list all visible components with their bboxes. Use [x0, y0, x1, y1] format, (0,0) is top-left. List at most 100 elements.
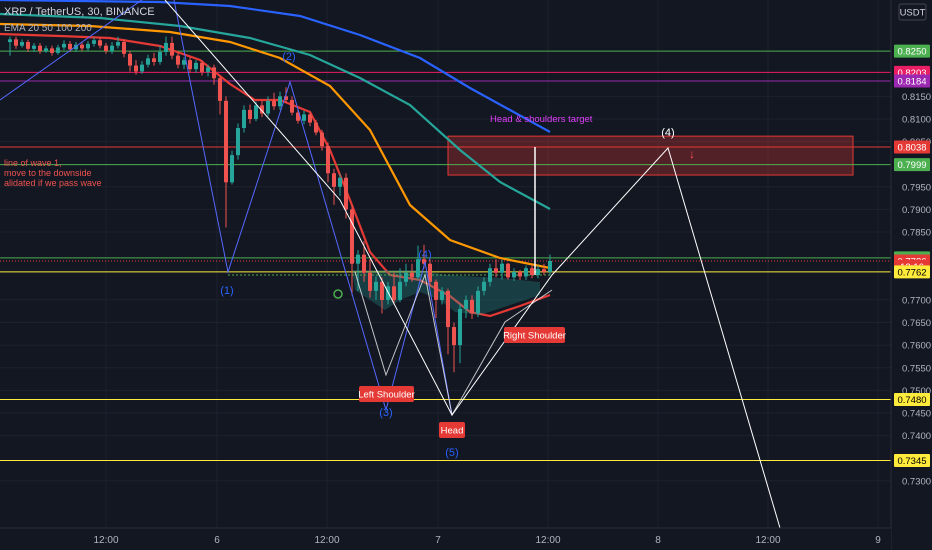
note-line-1: line of wave 1, — [4, 158, 62, 168]
price-label-bg-8 — [894, 265, 930, 279]
price-label-4: 0.7999 — [897, 160, 926, 171]
candle-body-3 — [26, 42, 30, 49]
candle-body-20 — [128, 53, 132, 66]
currency-badge: USDT — [898, 3, 927, 21]
candle-body-40 — [248, 109, 252, 119]
candles — [8, 36, 552, 373]
candle-body-15 — [98, 40, 102, 46]
candle-body-58 — [356, 254, 360, 264]
price-tick-5: 0.7850 — [902, 228, 931, 239]
candle-body-77 — [470, 299, 474, 314]
candle-body-28 — [176, 55, 180, 65]
candle-body-52 — [320, 132, 324, 147]
price-tick-7: 0.7650 — [902, 318, 931, 329]
candle-body-45 — [278, 96, 282, 107]
target-zone: ↓ — [447, 135, 854, 176]
candle-body-22 — [140, 64, 144, 72]
candle-body-66 — [404, 272, 408, 282]
price-label-bg-9 — [894, 392, 930, 406]
price-tick-9: 0.7550 — [902, 363, 931, 374]
price-tick-1: 0.8100 — [902, 114, 931, 125]
price-label-bg-3 — [894, 140, 930, 154]
candle-body-41 — [254, 105, 258, 119]
price-tick-4: 0.7900 — [902, 205, 931, 216]
candle-body-4 — [32, 45, 36, 49]
price-tick-6: 0.7700 — [902, 295, 931, 306]
candle-body-64 — [392, 286, 396, 300]
candle-body-85 — [518, 271, 522, 277]
ema100-line — [0, 12, 551, 210]
left-shoulder-badge: Left Shoulder — [358, 386, 415, 402]
target-label: Head & shoulders target — [490, 114, 593, 125]
right-shoulder-label: Right Shoulder — [503, 331, 566, 342]
candle-body-69 — [422, 259, 426, 264]
candle-body-34 — [212, 67, 216, 79]
time-tick-5: 8 — [655, 535, 661, 546]
candle-body-68 — [416, 259, 420, 278]
candle-body-82 — [500, 263, 504, 273]
time-tick-3: 7 — [435, 535, 441, 546]
candle-body-42 — [260, 105, 264, 114]
candle-body-0 — [8, 39, 12, 43]
candle-body-31 — [194, 62, 198, 70]
price-tick-3: 0.7950 — [902, 182, 931, 193]
time-tick-7: 9 — [875, 535, 881, 546]
time-tick-2: 12:00 — [314, 535, 339, 546]
candle-body-76 — [464, 299, 468, 309]
candle-body-35 — [218, 78, 222, 101]
grid — [0, 0, 891, 528]
elliott-wave-line — [0, 0, 453, 416]
candle-body-12 — [80, 44, 84, 49]
candle-body-59 — [362, 254, 366, 273]
candle-body-11 — [74, 44, 78, 50]
candle-body-16 — [104, 45, 108, 52]
candle-body-67 — [410, 272, 414, 278]
candle-body-62 — [380, 281, 384, 300]
candle-body-10 — [68, 43, 72, 50]
price-tick-10: 0.7500 — [902, 386, 931, 397]
candle-body-84 — [512, 271, 516, 278]
candle-body-9 — [62, 43, 66, 48]
candle-body-86 — [524, 268, 528, 277]
price-tick-8: 0.7600 — [902, 341, 931, 352]
candle-body-13 — [86, 43, 90, 49]
candle-body-33 — [206, 67, 210, 72]
time-tick-0: 12:00 — [93, 535, 118, 546]
candle-body-39 — [242, 109, 246, 128]
candle-body-37 — [230, 155, 234, 183]
candle-body-5 — [38, 45, 42, 52]
price-labels: 0.82500.82030.81840.80380.79990.77930.77… — [894, 44, 930, 468]
candle-body-14 — [92, 40, 96, 44]
candle-body-32 — [200, 62, 204, 72]
price-label-2: 0.8184 — [897, 76, 926, 87]
candle-body-19 — [122, 42, 126, 54]
candle-body-21 — [134, 65, 138, 72]
candle-body-87 — [530, 268, 534, 276]
candle-body-2 — [20, 42, 24, 46]
indicator-label: EMA 20 50 100 200 — [4, 23, 92, 34]
candle-body-88 — [536, 269, 540, 276]
left-shoulder-label: Left Shoulder — [358, 390, 415, 401]
candle-body-71 — [434, 281, 438, 300]
price-tick-13: 0.7300 — [902, 476, 931, 487]
candle-body-1 — [14, 39, 18, 46]
candle-body-36 — [224, 100, 228, 183]
time-tick-6: 12:00 — [755, 535, 780, 546]
price-label-9: 0.7480 — [897, 395, 926, 406]
wave-lines — [0, 0, 781, 529]
ema50-line — [0, 22, 551, 270]
candle-body-44 — [272, 100, 276, 107]
candle-body-56 — [344, 177, 348, 210]
price-tick-12: 0.7400 — [902, 431, 931, 442]
wave-label-1: (1) — [220, 285, 233, 297]
candle-body-7 — [50, 48, 54, 53]
candle-body-54 — [332, 173, 336, 187]
time-axis[interactable] — [0, 528, 891, 550]
price-label-bg-2 — [894, 74, 930, 88]
candle-body-23 — [146, 58, 150, 65]
wave-label-5: (5) — [445, 447, 458, 459]
candle-body-30 — [188, 60, 192, 70]
candle-body-73 — [446, 290, 450, 328]
candle-body-49 — [302, 114, 306, 121]
